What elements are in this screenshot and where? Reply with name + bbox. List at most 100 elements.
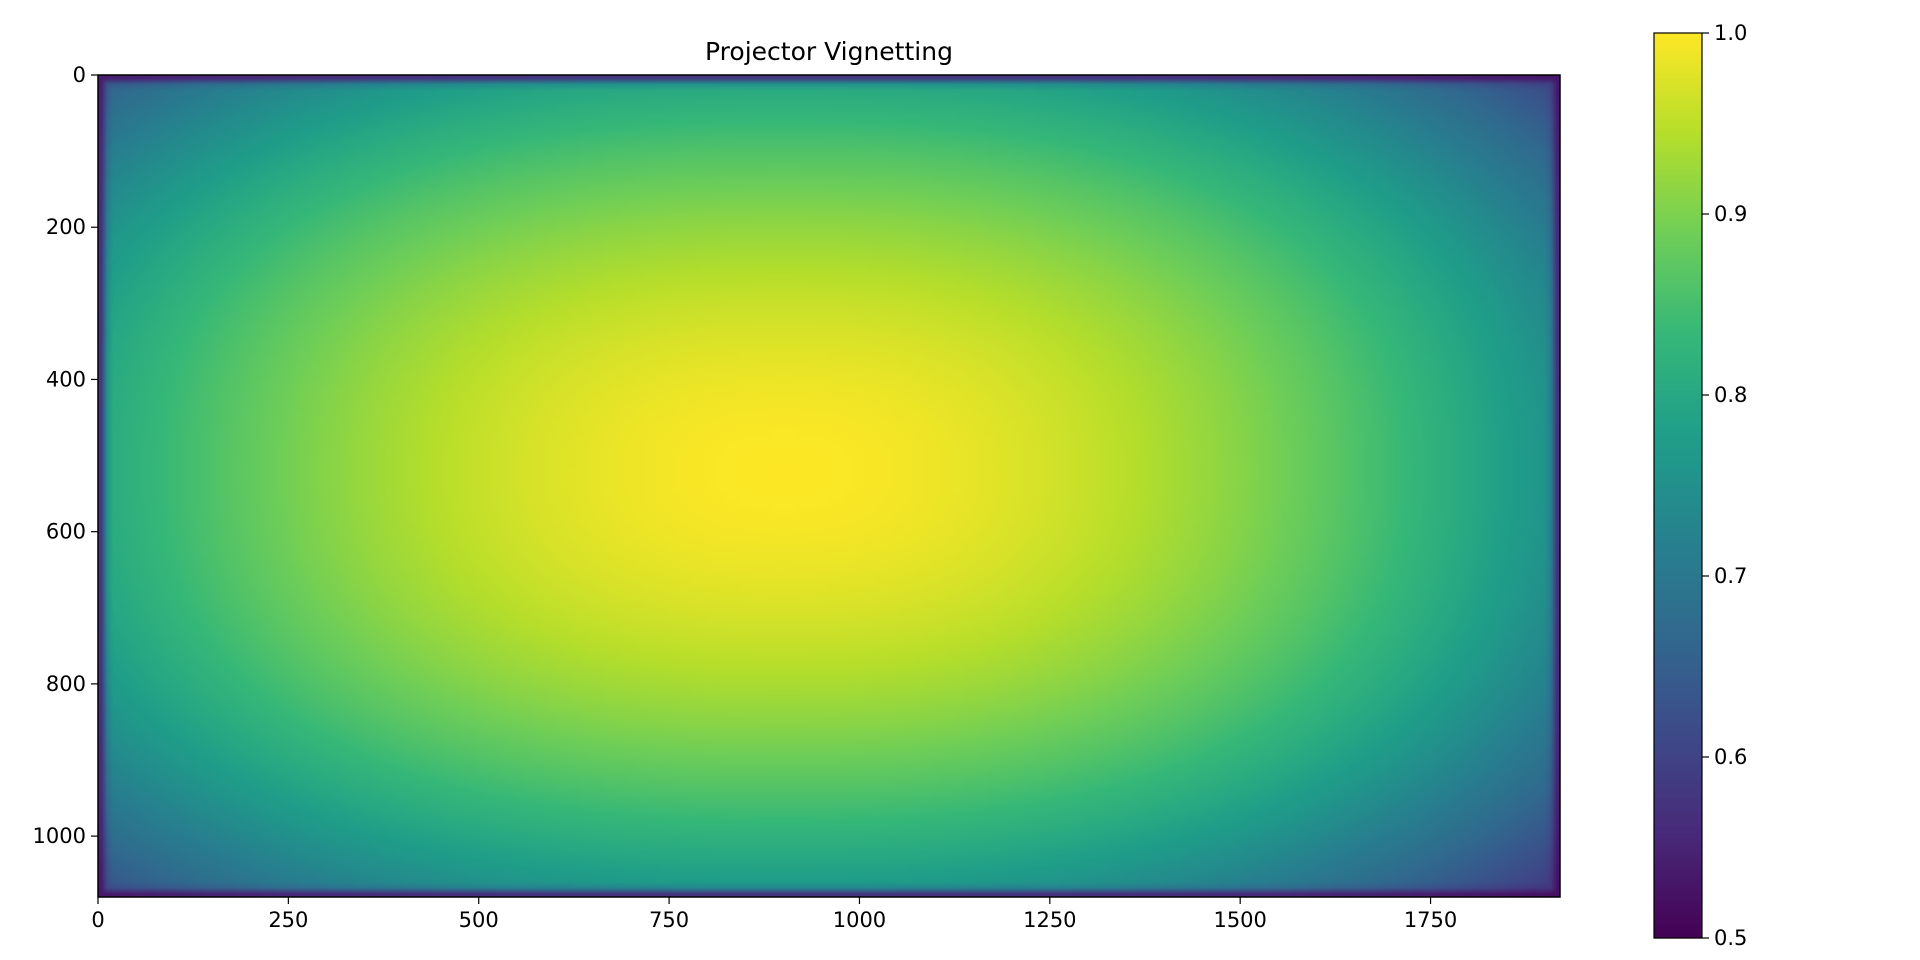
colorbar-segment [1654,643,1702,649]
heatmap-raster [98,75,1560,897]
colorbar-segment [1654,797,1702,803]
colorbar-segment [1654,535,1702,541]
colorbar-segment [1654,331,1702,337]
colorbar-segment [1654,833,1702,840]
colorbar-segment [1654,888,1702,894]
colorbar-segment [1654,716,1702,722]
colorbar-segment [1654,517,1702,523]
colorbar-segment [1654,354,1702,360]
colorbar-segment [1654,277,1702,283]
colorbar-segment [1654,471,1702,478]
plot-frame [97,74,1561,898]
colorbar-segment [1654,69,1702,75]
colorbar-segment [1654,254,1702,260]
colorbar-frame [1653,32,1703,939]
colorbar-segment [1654,720,1702,726]
colorbar-segment [1654,490,1702,496]
colorbar-segment [1654,725,1702,731]
colorbar-segment [1654,200,1702,206]
colorbar-segment [1654,87,1702,93]
colorbar-segment [1654,806,1702,812]
colorbar-segment [1654,503,1702,509]
colorbar-segment [1654,657,1702,663]
colorbar-segment [1654,399,1702,405]
colorbar-segment [1654,227,1702,233]
colorbar-segment [1654,295,1702,301]
colorbar-segment [1654,155,1702,161]
colorbar-segment [1654,444,1702,450]
colorbar-segment [1654,557,1702,564]
colorbar-segment [1654,123,1702,129]
colorbar-segment [1654,33,1702,39]
colorbar: 0.5 0.6 0.7 0.8 0.9 1.0 [1653,21,1747,950]
colorbar-segment [1654,829,1702,835]
colorbar-segment [1654,770,1702,776]
colorbar-segment [1654,299,1702,306]
colorbar-segment [1654,680,1702,686]
colorbar-segment [1654,675,1702,681]
colorbar-segment [1654,485,1702,491]
colorbar-segment [1654,702,1702,708]
colorbar-segment [1654,91,1702,97]
colorbar-segment [1654,96,1702,102]
colorbar-segment [1654,856,1702,862]
colorbar-segment [1654,191,1702,197]
colorbar-segment [1654,223,1702,229]
colorbar-segment [1654,879,1702,885]
colorbar-segment [1654,290,1702,297]
colorbar-segment [1654,318,1702,324]
colorbar-segment [1654,435,1702,441]
colorbar-segment [1654,838,1702,844]
chart-title: Projector Vignetting [705,37,953,66]
colorbar-segment [1654,892,1702,898]
colorbar-segment [1654,707,1702,713]
colorbar-segment [1654,408,1702,414]
colorbar-segment [1654,37,1702,43]
colorbar-segment [1654,924,1702,930]
colorbar-segment [1654,404,1702,410]
colorbar-segment [1654,105,1702,111]
colorbar-tick-label: 0.5 [1714,926,1747,950]
colorbar-segment [1654,395,1702,401]
colorbar-segment [1654,186,1702,192]
colorbar-segment [1654,928,1702,935]
colorbar-segment [1654,874,1702,880]
colorbar-segment [1654,137,1702,143]
colorbar-segment [1654,462,1702,468]
colorbar-segment [1654,521,1702,527]
colorbar-segment [1654,852,1702,858]
colorbar-segment [1654,684,1702,690]
colorbar-segment [1654,842,1702,849]
colorbar-segment [1654,55,1702,61]
colorbar-segment [1654,241,1702,247]
colorbar-segment [1654,689,1702,695]
x-tick-label: 0 [91,908,104,932]
colorbar-segment [1654,51,1702,57]
colorbar-segment [1654,539,1702,545]
colorbar-segment [1654,422,1702,428]
x-tick-label: 1250 [1023,908,1076,932]
colorbar-segment [1654,897,1702,903]
colorbar-segment [1654,345,1702,351]
colorbar-segment [1654,440,1702,446]
colorbar-segment [1654,757,1702,763]
heatmap-image [98,75,1560,897]
colorbar-segment [1654,761,1702,767]
colorbar-segment [1654,571,1702,577]
colorbar-segment [1654,883,1702,889]
colorbar-segment [1654,585,1702,591]
y-tick-label: 1000 [33,824,86,848]
x-tick-label: 250 [268,908,308,932]
colorbar-segment [1654,589,1702,595]
colorbar-segment [1654,46,1702,52]
colorbar-segment [1654,322,1702,328]
colorbar-segment [1654,630,1702,636]
colorbar-segment [1654,381,1702,387]
colorbar-segment [1654,621,1702,627]
colorbar-segment [1654,164,1702,170]
colorbar-segment [1654,743,1702,749]
colorbar-tick-label: 0.6 [1714,745,1747,769]
colorbar-segment [1654,236,1702,242]
x-tick-label: 1750 [1404,908,1457,932]
colorbar-segment [1654,42,1702,48]
